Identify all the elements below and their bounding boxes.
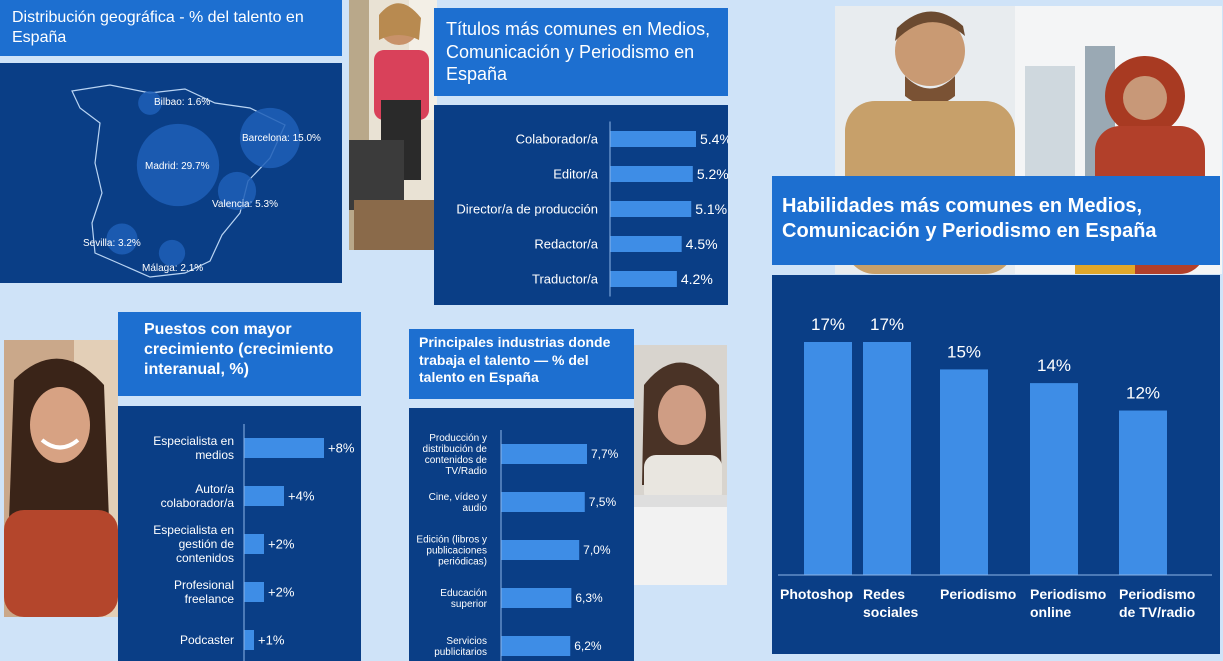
photo-smiling-woman (4, 340, 118, 617)
bar (244, 630, 254, 650)
value-label: 15% (947, 342, 981, 361)
person-photo-icon (349, 0, 437, 250)
city-bubble-valencia (217, 171, 257, 211)
category-label: Traductor/a (532, 272, 599, 287)
value-label: 5.2% (697, 166, 728, 182)
value-label: 5.4% (700, 131, 728, 147)
category-label: Producción y distribución de contenidos de… (423, 433, 488, 477)
bar (863, 342, 911, 575)
bar (610, 131, 696, 147)
person-photo-icon (634, 345, 727, 585)
bar (610, 271, 677, 287)
titles-chart-panel: Colaborador/a 5.4% Editor/a 5.2% Director/a … (434, 105, 732, 305)
titles-bar-chart: Colaborador/a 5.4% Editor/a 5.2% Director/a … (456, 121, 732, 297)
value-label: 7,7% (591, 447, 619, 461)
category-label: Cine, vídeo y audio (429, 492, 488, 514)
category-label: Director/a de producción (456, 202, 598, 217)
skills-chart-title: Habilidades más comunes en Medios, Comun… (772, 176, 1220, 265)
photo-woman-laptop (634, 345, 727, 585)
bar (610, 236, 682, 252)
category-label: Autor/a colaborador/a (161, 482, 235, 510)
person-photo-icon (4, 340, 118, 617)
industries-chart-panel: Producción y distribución de contenidos de… (409, 408, 634, 661)
skills-bar-chart: 17% Photoshop 17% Redes sociales 15% Periodism… (778, 315, 1212, 620)
bar (501, 636, 571, 656)
bar (244, 438, 324, 458)
city-label: Madrid: 29.7% (145, 161, 210, 172)
value-label: 4.2% (681, 271, 713, 287)
bar (501, 540, 580, 560)
titles-chart-title: Títulos más comunes en Medios, Comunicac… (434, 8, 728, 96)
bar (804, 342, 852, 575)
growth-bar-chart: Especialista en medios +8% Autor/a colaborad… (153, 424, 355, 661)
value-label: +2% (268, 537, 295, 552)
bar (940, 369, 988, 575)
bar (501, 492, 585, 512)
city-label: Málaga: 2.1% (142, 263, 203, 274)
category-label: Educación superior (440, 588, 487, 610)
city-label: Valencia: 5.3% (212, 199, 278, 210)
city-bubble-madrid (136, 123, 220, 207)
city-label: Barcelona: 15.0% (242, 133, 321, 144)
photo-woman-coffee (349, 0, 437, 250)
category-label: Colaborador/a (516, 132, 599, 147)
city-bubble-barcelona (239, 107, 301, 169)
bar (610, 166, 693, 182)
category-label: Periodismo (940, 586, 1016, 602)
value-label: 6,3% (575, 591, 603, 605)
growth-chart-panel: Especialista en medios +8% Autor/a colaborad… (118, 406, 361, 661)
city-bubble-sevilla (106, 223, 138, 255)
bar (244, 582, 264, 602)
value-label: 7,5% (589, 495, 617, 509)
value-label: +8% (328, 441, 355, 456)
bar (501, 588, 572, 608)
value-label: 17% (811, 315, 845, 334)
category-label: Redes sociales (863, 586, 918, 620)
map-title: Distribución geográfica - % del talento … (0, 0, 342, 56)
map-panel: Bilbao: 1.6% Barcelona: 15.0% Madrid: 29.7… (0, 63, 342, 283)
category-label: Photoshop (780, 586, 853, 602)
city-label: Bilbao: 1.6% (154, 97, 210, 108)
value-label: 12% (1126, 384, 1160, 403)
spain-outline (71, 84, 286, 278)
category-label: Podcaster (180, 633, 234, 647)
value-label: 17% (870, 315, 904, 334)
city-bubble-málaga (158, 239, 186, 267)
city-bubble-bilbao (138, 91, 162, 115)
bar (501, 444, 587, 464)
bar (1030, 383, 1078, 575)
category-label: Especialista en medios (153, 434, 234, 462)
spain-map: Bilbao: 1.6% Barcelona: 15.0% Madrid: 29.7… (71, 84, 321, 278)
industries-chart-title: Principales industrias donde trabaja el … (409, 329, 634, 399)
value-label: 7,0% (583, 543, 611, 557)
value-label: 5.1% (695, 201, 727, 217)
bar (610, 201, 692, 217)
category-label: Servicios publicitarios (434, 636, 487, 658)
category-label: Especialista en gestión de contenidos (153, 523, 234, 565)
growth-chart-title: Puestos con mayor crecimiento (crecimien… (118, 312, 361, 396)
value-label: +4% (288, 489, 315, 504)
industries-bar-chart: Producción y distribución de contenidos de… (416, 430, 619, 661)
skills-chart-panel: 17% Photoshop 17% Redes sociales 15% Periodism… (772, 275, 1220, 654)
category-label: Editor/a (553, 167, 599, 182)
bar (244, 486, 284, 506)
city-label: Sevilla: 3.2% (83, 238, 141, 249)
value-label: 14% (1037, 356, 1071, 375)
category-label: Edición (libros y publicaciones periódicas… (416, 535, 487, 568)
category-label: Redactor/a (534, 237, 598, 252)
category-label: Periodismo de TV/radio (1119, 586, 1195, 620)
category-label: Periodismo online (1030, 586, 1106, 620)
value-label: +2% (268, 585, 295, 600)
bar (244, 534, 264, 554)
value-label: 4.5% (686, 236, 718, 252)
bar (1119, 410, 1167, 575)
category-label: Profesional freelance (174, 578, 234, 606)
value-label: +1% (258, 633, 285, 648)
value-label: 6,2% (574, 639, 602, 653)
